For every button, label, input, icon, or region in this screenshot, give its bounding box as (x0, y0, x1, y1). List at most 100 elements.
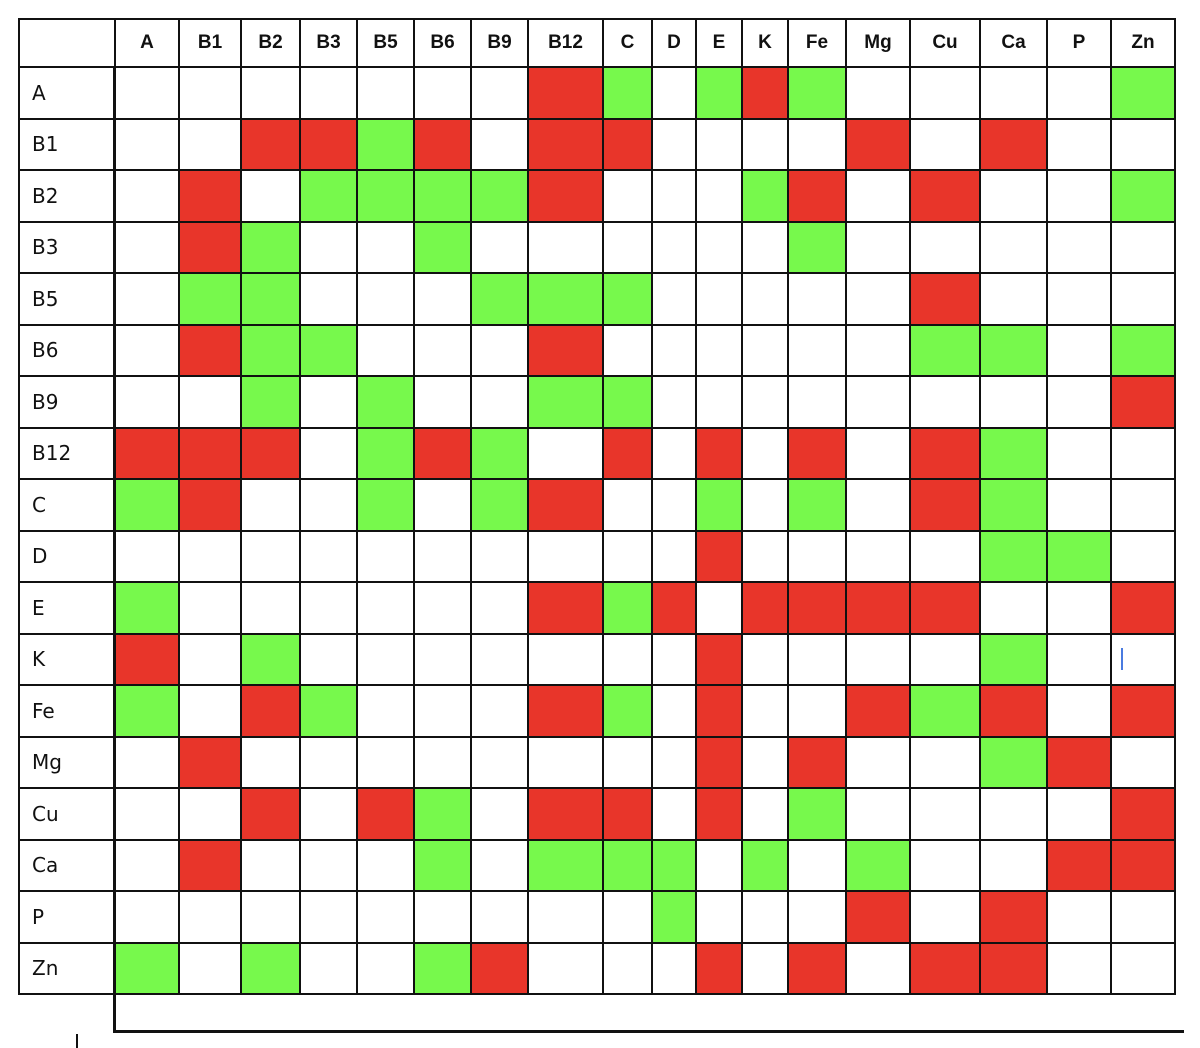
cell-b12-a[interactable] (114, 426, 180, 480)
cell-cu-cu[interactable] (909, 787, 981, 841)
cell-b6-c[interactable] (602, 323, 653, 377)
cell-ca-b3[interactable] (299, 838, 358, 892)
cell-k-zn[interactable] (1110, 632, 1176, 686)
cell-e-c[interactable] (602, 581, 653, 635)
cell-mg-fe[interactable] (787, 735, 847, 789)
cell-b3-b9[interactable] (470, 220, 529, 274)
cell-b6-mg[interactable] (845, 323, 911, 377)
cell-b3-zn[interactable] (1110, 220, 1176, 274)
cell-a-a[interactable] (114, 66, 180, 120)
cell-k-cu[interactable] (909, 632, 981, 686)
cell-b9-b5[interactable] (356, 375, 415, 429)
cell-a-d[interactable] (651, 66, 697, 120)
cell-cu-c[interactable] (602, 787, 653, 841)
cell-b1-b2[interactable] (240, 117, 301, 171)
cell-ca-b12[interactable] (527, 838, 604, 892)
cell-p-b1[interactable] (178, 890, 242, 944)
cell-k-b1[interactable] (178, 632, 242, 686)
cell-b2-e[interactable] (695, 169, 743, 223)
cell-d-b12[interactable] (527, 529, 604, 583)
column-header-mg[interactable]: Mg (845, 18, 911, 68)
column-header-a[interactable]: A (114, 18, 180, 68)
cell-cu-a[interactable] (114, 787, 180, 841)
cell-b9-d[interactable] (651, 375, 697, 429)
column-header-b3[interactable]: B3 (299, 18, 358, 68)
cell-b5-b3[interactable] (299, 272, 358, 326)
row-header-ca[interactable]: Ca (18, 838, 116, 892)
cell-mg-ca[interactable] (979, 735, 1048, 789)
cell-b3-b12[interactable] (527, 220, 604, 274)
cell-c-b2[interactable] (240, 478, 301, 532)
cell-fe-d[interactable] (651, 684, 697, 738)
cell-b6-b12[interactable] (527, 323, 604, 377)
row-header-zn[interactable]: Zn (18, 941, 116, 995)
cell-fe-cu[interactable] (909, 684, 981, 738)
cell-a-b1[interactable] (178, 66, 242, 120)
cell-ca-mg[interactable] (845, 838, 911, 892)
cell-b12-b3[interactable] (299, 426, 358, 480)
cell-c-cu[interactable] (909, 478, 981, 532)
cell-b5-ca[interactable] (979, 272, 1048, 326)
cell-p-d[interactable] (651, 890, 697, 944)
cell-b5-c[interactable] (602, 272, 653, 326)
corner-cell[interactable] (18, 18, 116, 68)
cell-e-cu[interactable] (909, 581, 981, 635)
row-header-b3[interactable]: B3 (18, 220, 116, 274)
cell-mg-b5[interactable] (356, 735, 415, 789)
cell-e-b12[interactable] (527, 581, 604, 635)
cell-cu-zn[interactable] (1110, 787, 1176, 841)
row-header-b2[interactable]: B2 (18, 169, 116, 223)
cell-b5-k[interactable] (741, 272, 789, 326)
cell-b9-b9[interactable] (470, 375, 529, 429)
cell-d-b9[interactable] (470, 529, 529, 583)
cell-e-p[interactable] (1046, 581, 1112, 635)
cell-a-b2[interactable] (240, 66, 301, 120)
cell-b12-mg[interactable] (845, 426, 911, 480)
cell-c-e[interactable] (695, 478, 743, 532)
cell-b1-mg[interactable] (845, 117, 911, 171)
column-header-b5[interactable]: B5 (356, 18, 415, 68)
cell-zn-b3[interactable] (299, 941, 358, 995)
cell-mg-mg[interactable] (845, 735, 911, 789)
cell-d-zn[interactable] (1110, 529, 1176, 583)
cell-e-a[interactable] (114, 581, 180, 635)
column-header-b9[interactable]: B9 (470, 18, 529, 68)
cell-b3-b1[interactable] (178, 220, 242, 274)
cell-b1-c[interactable] (602, 117, 653, 171)
cell-p-c[interactable] (602, 890, 653, 944)
cell-fe-p[interactable] (1046, 684, 1112, 738)
cell-b9-b12[interactable] (527, 375, 604, 429)
cell-b2-c[interactable] (602, 169, 653, 223)
cell-mg-b1[interactable] (178, 735, 242, 789)
cell-d-mg[interactable] (845, 529, 911, 583)
cell-fe-ca[interactable] (979, 684, 1048, 738)
cell-d-p[interactable] (1046, 529, 1112, 583)
cell-b3-ca[interactable] (979, 220, 1048, 274)
cell-cu-p[interactable] (1046, 787, 1112, 841)
cell-b12-b1[interactable] (178, 426, 242, 480)
cell-fe-k[interactable] (741, 684, 789, 738)
cell-cu-ca[interactable] (979, 787, 1048, 841)
cell-ca-c[interactable] (602, 838, 653, 892)
cell-e-d[interactable] (651, 581, 697, 635)
cell-c-k[interactable] (741, 478, 789, 532)
cell-b2-ca[interactable] (979, 169, 1048, 223)
cell-k-c[interactable] (602, 632, 653, 686)
cell-b12-b5[interactable] (356, 426, 415, 480)
cell-b9-zn[interactable] (1110, 375, 1176, 429)
cell-b6-fe[interactable] (787, 323, 847, 377)
row-header-c[interactable]: C (18, 478, 116, 532)
cell-zn-k[interactable] (741, 941, 789, 995)
cell-c-b6[interactable] (413, 478, 472, 532)
cell-b3-p[interactable] (1046, 220, 1112, 274)
column-header-k[interactable]: K (741, 18, 789, 68)
cell-k-b3[interactable] (299, 632, 358, 686)
cell-fe-b12[interactable] (527, 684, 604, 738)
cell-ca-zn[interactable] (1110, 838, 1176, 892)
cell-fe-b9[interactable] (470, 684, 529, 738)
cell-b9-mg[interactable] (845, 375, 911, 429)
row-header-fe[interactable]: Fe (18, 684, 116, 738)
cell-fe-fe[interactable] (787, 684, 847, 738)
cell-b2-a[interactable] (114, 169, 180, 223)
cell-k-a[interactable] (114, 632, 180, 686)
